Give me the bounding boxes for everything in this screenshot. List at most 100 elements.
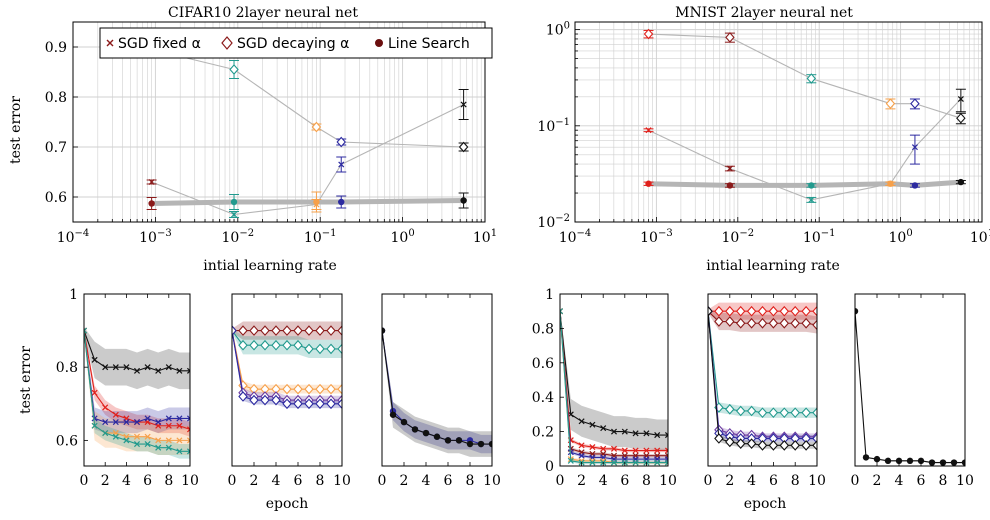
data-point-1-2 <box>311 121 322 133</box>
xlabel-bottom-cifar: epoch <box>266 496 309 512</box>
series-marker-0-5 <box>282 325 292 336</box>
legend-label-decaying: SGD decaying α <box>237 36 349 52</box>
series-marker-3-9-b <box>176 437 183 444</box>
plot-area <box>708 302 817 451</box>
y-tick-label: 0.8 <box>532 321 554 337</box>
series-marker-4-1-b <box>91 422 98 429</box>
series-marker-1-8-b <box>165 422 172 429</box>
series-marker-1-8 <box>315 343 325 355</box>
series-marker-0-3 <box>884 457 892 465</box>
series-marker-0-8 <box>165 364 172 371</box>
series-marker-1-4 <box>271 339 281 351</box>
data-point-0-4-b <box>911 144 918 151</box>
x-tick-label: 6 <box>917 473 926 489</box>
x-tick-label: 4 <box>122 473 131 489</box>
series-marker-5-9 <box>654 459 661 466</box>
series-marker-2-7-b <box>155 419 162 426</box>
series-marker-1-8-b <box>643 447 650 454</box>
series-marker-3-6 <box>144 433 151 440</box>
series-marker-2-5-b <box>133 419 141 426</box>
x-tick-label: 2 <box>400 473 409 489</box>
series-marker-1-10-b <box>186 428 190 433</box>
legend-marker-fixed <box>106 39 114 47</box>
x-tick-label: 0 <box>228 473 237 489</box>
series-marker-5-3 <box>735 438 746 449</box>
series-marker-1-5 <box>610 445 618 452</box>
series-marker-1-7 <box>779 317 790 329</box>
series-marker-4-0-b <box>84 327 88 332</box>
series-marker-5-7 <box>779 440 790 451</box>
series-marker-0-3 <box>589 421 596 428</box>
series-marker-5-1 <box>714 433 724 444</box>
series-marker-0-4 <box>600 425 607 432</box>
series-marker-4-4 <box>271 394 281 406</box>
series-marker-1-10 <box>488 440 492 448</box>
series-marker-2-9 <box>326 383 336 395</box>
x-tick-label: 10 <box>181 473 199 489</box>
series-marker-5-5-b <box>610 459 618 466</box>
y-tick-label: 0.7 <box>45 140 67 156</box>
series-marker-0-6 <box>293 325 303 336</box>
series-marker-5-7-b <box>632 459 639 466</box>
data-point-2-4 <box>460 197 467 204</box>
axes-frame <box>707 293 818 467</box>
series-marker-4-1 <box>91 422 98 429</box>
data-point-1-0 <box>643 28 654 40</box>
panel-cifar_fixed: 0 2 4 6 8 10 0.6 0.8 1 <box>56 287 199 489</box>
series-marker-0-1 <box>238 325 248 336</box>
x-tick-label: 0 <box>851 473 860 489</box>
x-tick-label: 10 <box>659 473 677 489</box>
data-point-1-3 <box>336 136 346 148</box>
series-marker-2-4 <box>746 405 757 417</box>
data-point-1-3 <box>885 98 896 109</box>
series-marker-1-2 <box>249 339 259 351</box>
series-marker-2-7 <box>304 383 314 395</box>
legend-marker-decaying <box>221 36 233 50</box>
series-marker-0-9-b <box>654 432 661 439</box>
series-marker-0-10 <box>186 367 190 374</box>
confidence-band-0 <box>560 308 668 451</box>
series-marker-1-8 <box>466 440 474 448</box>
series-marker-1-10 <box>664 447 668 454</box>
series-marker-5-0-b <box>560 308 564 313</box>
series-marker-4-5-b <box>133 441 141 448</box>
series-marker-2-1-b <box>91 415 98 422</box>
data-point-0-4 <box>460 101 467 108</box>
data-point-2-2 <box>808 182 815 189</box>
plot-area <box>382 327 492 457</box>
series-marker-0-10-b <box>664 434 668 439</box>
series-marker-1-10-a <box>664 447 668 452</box>
y-tick-label: 0.9 <box>45 40 67 56</box>
series-marker-3-10-a <box>186 437 190 442</box>
series-marker-0-10 <box>337 325 342 336</box>
series-marker-4-0 <box>232 325 237 336</box>
y-tick-label: 10−1 <box>537 117 570 135</box>
series-marker-0-6 <box>917 457 925 465</box>
x-tick-label: 4 <box>895 473 904 489</box>
data-point-2-0 <box>645 180 652 187</box>
series-marker-0-8 <box>790 305 800 317</box>
series-marker-2-10-b <box>186 417 190 422</box>
series-marker-0-10 <box>812 305 817 317</box>
series-marker-0-8 <box>643 430 650 437</box>
series-marker-1-8 <box>790 317 800 329</box>
series-marker-5-3 <box>589 459 596 466</box>
series-marker-2-2-b <box>102 419 109 426</box>
series-marker-0-7 <box>304 325 314 336</box>
axes-frame <box>559 293 669 467</box>
x-tick-label: 2 <box>101 473 110 489</box>
series-marker-5-0 <box>560 308 564 315</box>
series-marker-5-1-b <box>567 457 574 464</box>
series-marker-1-9 <box>477 440 485 448</box>
series-marker-1-2 <box>102 404 109 411</box>
legend-marker-linesearch <box>375 39 383 47</box>
series-marker-1-1 <box>714 316 724 327</box>
x-tick-label: 0 <box>378 473 387 489</box>
y-tick-label: 10−2 <box>537 213 570 231</box>
x-tick-label: 100 <box>390 228 414 246</box>
series-marker-0-1-b <box>91 356 98 363</box>
series-marker-5-0 <box>708 305 713 317</box>
